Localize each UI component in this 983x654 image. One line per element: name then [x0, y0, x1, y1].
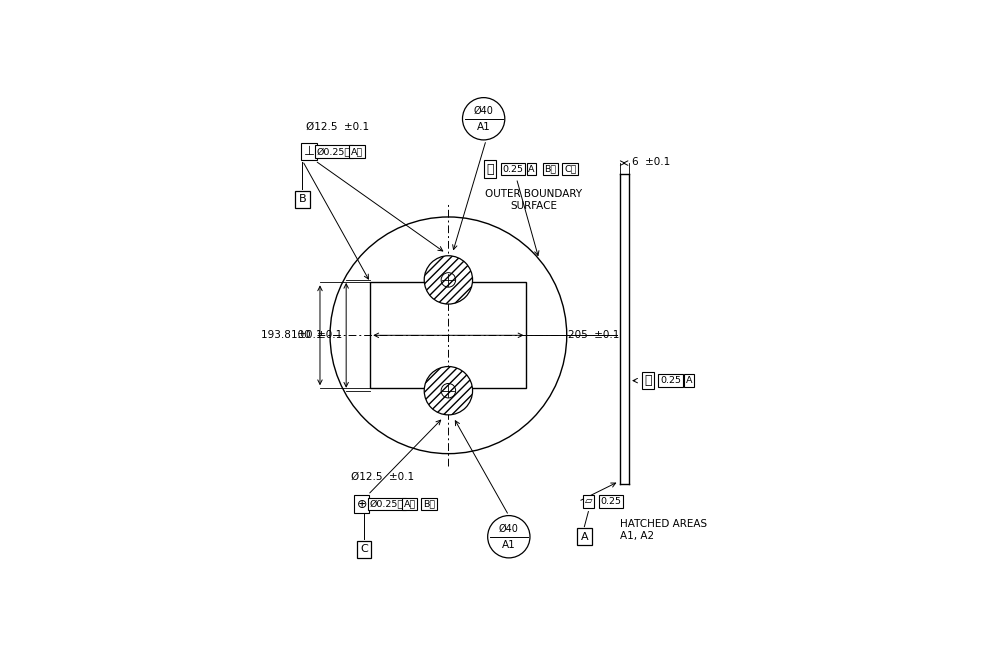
Text: B: B — [299, 194, 306, 204]
Text: C: C — [360, 544, 368, 555]
Text: ▱: ▱ — [585, 496, 592, 506]
Text: AⓂ: AⓂ — [403, 500, 416, 509]
Text: Ø40: Ø40 — [499, 524, 519, 534]
Text: 0.25: 0.25 — [601, 497, 621, 506]
Text: OUTER BOUNDARY
SURFACE: OUTER BOUNDARY SURFACE — [486, 189, 583, 211]
Text: Ø0.25Ⓜ: Ø0.25Ⓜ — [370, 500, 404, 509]
Text: HATCHED AREAS
A1, A2: HATCHED AREAS A1, A2 — [619, 519, 707, 541]
Text: A: A — [528, 165, 535, 173]
Text: AⓂ: AⓂ — [351, 147, 363, 156]
Text: 100  ±0.1: 100 ±0.1 — [291, 330, 342, 340]
Text: 205  ±0.1: 205 ±0.1 — [568, 330, 619, 340]
Text: ⊥: ⊥ — [304, 145, 315, 158]
Circle shape — [425, 366, 473, 415]
Text: 0.25: 0.25 — [660, 376, 681, 385]
Text: Ø12.5  ±0.1: Ø12.5 ±0.1 — [351, 472, 415, 481]
Text: Ø0.25Ⓜ: Ø0.25Ⓜ — [318, 147, 351, 156]
Text: A1: A1 — [502, 540, 516, 550]
Text: BⓂ: BⓂ — [424, 500, 435, 509]
Text: Ø12.5  ±0.1: Ø12.5 ±0.1 — [306, 122, 370, 131]
Text: A1: A1 — [477, 122, 491, 132]
Text: A: A — [581, 532, 588, 542]
Text: BⓂ: BⓂ — [545, 165, 556, 173]
Text: Ø40: Ø40 — [474, 106, 493, 116]
Text: 0.25: 0.25 — [502, 165, 523, 173]
Text: A: A — [686, 376, 692, 385]
Circle shape — [425, 256, 473, 304]
Text: 6  ±0.1: 6 ±0.1 — [632, 156, 670, 167]
Text: ⌒: ⌒ — [487, 163, 493, 176]
Bar — [371, 283, 527, 388]
Text: ⌒: ⌒ — [644, 374, 652, 387]
Text: CⓂ: CⓂ — [564, 165, 576, 173]
Text: ⊕: ⊕ — [357, 498, 367, 511]
Text: 193.8  ±0.1: 193.8 ±0.1 — [261, 330, 322, 340]
